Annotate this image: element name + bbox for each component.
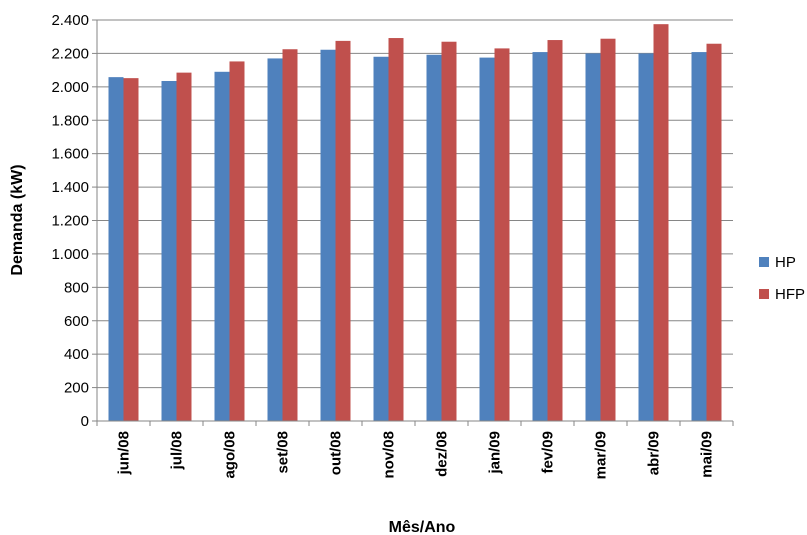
bar-hp-mai-09 — [691, 52, 707, 422]
y-tick-label: 400 — [64, 346, 89, 363]
x-tick-label: jul/08 — [169, 431, 186, 470]
bar-hfp-ago-08 — [229, 61, 245, 421]
y-tick-label: 1.600 — [51, 146, 89, 163]
legend: HP HFP — [759, 254, 805, 303]
y-tick-label: 800 — [64, 279, 89, 296]
y-tick-label: 0 — [81, 413, 89, 430]
y-tick-label: 1.000 — [51, 246, 89, 263]
y-tick-label: 600 — [64, 313, 89, 330]
bar-hfp-mar-09 — [600, 38, 616, 422]
x-tick-label: mai/09 — [699, 431, 716, 478]
y-tick-label: 200 — [64, 380, 89, 397]
legend-label-hfp: HFP — [775, 286, 805, 303]
x-axis-ticks: jun/08 jul/08 ago/08 set/08 out/08 nov/08 dez/… — [96, 421, 734, 479]
bar-hp-fev-09 — [532, 52, 548, 422]
bar-hfp-out-08 — [335, 40, 351, 422]
x-tick-label: dez/08 — [434, 431, 451, 477]
x-tick-label: jun/08 — [116, 431, 133, 475]
x-tick-label: set/08 — [275, 431, 292, 474]
bar-hfp-jan-09 — [494, 48, 510, 421]
gridlines — [97, 19, 733, 389]
x-tick-label: jan/09 — [487, 431, 504, 475]
x-tick-label: nov/08 — [381, 431, 398, 479]
y-tick-label: 1.400 — [51, 179, 89, 196]
bar-hp-jan-09 — [479, 57, 495, 421]
y-tick-label: 1.200 — [51, 213, 89, 230]
y-tick-label: 2.400 — [51, 12, 89, 29]
x-tick-label: fev/09 — [540, 431, 557, 474]
bar-hfp-fev-09 — [547, 40, 563, 422]
bar-hp-ago-08 — [214, 71, 230, 421]
y-tick-label: 1.800 — [51, 112, 89, 129]
legend-label-hp: HP — [775, 254, 796, 271]
legend-swatch-hfp — [759, 289, 769, 299]
bar-hfp-set-08 — [282, 49, 298, 421]
bar-hp-jun-08 — [108, 77, 124, 421]
x-tick-label: out/08 — [328, 431, 345, 475]
bar-hp-out-08 — [320, 49, 336, 421]
bar-hfp-dez-08 — [441, 41, 457, 422]
bar-hfp-mai-09 — [706, 43, 722, 422]
y-tick-label: 2.200 — [51, 45, 89, 62]
bars — [108, 24, 722, 422]
x-tick-label: abr/09 — [646, 431, 663, 475]
x-tick-label: mar/09 — [593, 431, 610, 479]
x-tick-label: ago/08 — [222, 431, 239, 479]
legend-swatch-hp — [759, 257, 769, 267]
bar-hp-abr-09 — [638, 53, 654, 422]
bar-hfp-nov-08 — [388, 38, 404, 422]
bar-hp-mar-09 — [585, 53, 601, 422]
bar-hfp-jun-08 — [123, 78, 139, 422]
bar-hp-set-08 — [267, 58, 283, 421]
bar-hp-dez-08 — [426, 54, 442, 422]
y-tick-label: 2.000 — [51, 79, 89, 96]
bar-hfp-jul-08 — [176, 72, 192, 421]
y-axis-ticks: 0 200 400 600 800 1.000 1.200 1.400 1.600 1.800 2.… — [51, 12, 97, 430]
y-axis-title: Demanda (kW) — [9, 164, 26, 275]
x-axis-title: Mês/Ano — [389, 519, 456, 535]
bar-hp-jul-08 — [161, 80, 177, 422]
bar-hfp-abr-09 — [653, 24, 669, 421]
bar-hp-nov-08 — [373, 56, 389, 422]
